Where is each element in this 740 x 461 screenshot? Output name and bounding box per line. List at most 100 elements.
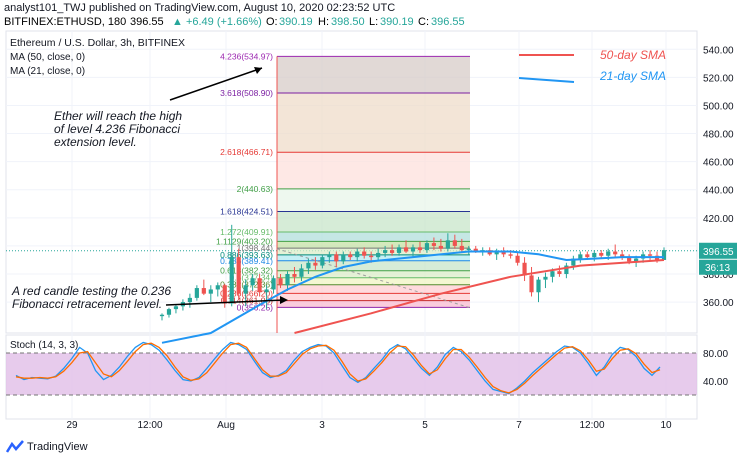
candle [557,265,562,277]
candle-body [620,254,625,258]
footer: TradingView [0,436,740,461]
x-tick-label: Aug [217,420,235,431]
fib-level-label: 0.5(377.34) [230,273,274,283]
current-price-badge-text: 396.55 [703,247,734,258]
candle-body [592,252,597,258]
candle [215,282,220,297]
fib-band [277,152,470,189]
candle-body [585,254,590,258]
fib-level-label: 2(440.63) [237,184,274,194]
candle-body [529,275,534,293]
fib-level-label: 0.786(389.41) [220,256,273,266]
annotation-top-arrowhead [254,67,262,74]
y-tick-label: 500.00 [703,101,734,112]
y-tick-label: 360.00 [703,298,734,309]
candle-body [264,289,269,293]
candle-body [578,254,583,259]
candle [341,251,346,265]
candle-body [334,254,339,262]
publisher-line: analyst101_TWJ published on TradingView.… [4,2,396,14]
candle-body [515,255,520,263]
candle [159,313,165,321]
candle-body [417,247,423,251]
candle [459,238,464,253]
countdown-badge-text: 36:13 [705,263,730,274]
candle-body [236,257,241,294]
candle [334,251,339,267]
candle-body [627,257,632,262]
candle-body [613,251,618,255]
candle [536,276,541,303]
candle-body [369,255,374,258]
close-label: C: [418,16,429,28]
candle-body [201,288,206,294]
candle [515,252,520,266]
candle-body [403,247,409,252]
stoch-axis-label: 40.00 [703,377,728,388]
annotation-bottom-line2: Fibonacci retracement level. [12,297,162,311]
candle-body [306,262,311,269]
candle-body [473,248,478,252]
overlay-annotations: Ethereum / U.S. Dollar, 3h, BITFINEX MA (… [10,37,666,311]
candle-body [606,251,611,256]
candle-body [187,297,192,303]
fib-level-label: 0.382(372.36) [220,280,273,290]
annotation-top-line2: of level 4.236 Fibonacci [54,122,180,136]
fib-band [277,231,470,242]
price-change: ▲ +6.49 (+1.66%) [172,16,262,28]
fib-band [277,211,470,232]
current-price-badge [699,242,737,259]
fib-level-label: 2.618(466.71) [220,147,273,157]
candle [327,251,332,263]
fib-band [277,277,470,285]
stochastic-pane: Stoch (14, 3, 3) [6,340,697,396]
candle-body [536,279,541,293]
candle-body [250,278,255,286]
candle-body [208,289,213,294]
fib-band [277,92,470,153]
candle-body [466,248,471,251]
candle [452,234,457,249]
x-tick-label: 29 [66,420,78,431]
candle [403,240,409,253]
candle-body [222,285,227,304]
stoch-band [6,353,697,395]
stoch-line-d [15,342,661,394]
candle [599,250,604,259]
candle-body [173,306,179,310]
candle-body [508,254,513,256]
candle-body [599,252,604,256]
ma21-legend: MA (21, close, 0) [10,66,85,77]
candle-body [571,258,576,266]
candle [396,244,402,256]
fib-band [277,300,470,308]
fib-trend-line [276,248,471,309]
candle [278,274,283,289]
candle [410,244,416,258]
candle [208,285,213,303]
open-label: O: [266,16,278,28]
open-value: 390.19 [279,16,313,28]
annotation-top-arrow [169,67,263,101]
fib-band [277,293,470,301]
candle-body [550,271,555,277]
annotation-top-line3: extension level. [54,135,137,149]
candle-body [299,268,304,277]
candle [299,264,304,282]
candle-body [522,262,527,276]
fib-level-label: 3.618(508.90) [220,88,273,98]
candle-body [327,254,332,258]
candle [620,250,625,260]
tradingview-brand[interactable]: TradingView [27,441,88,453]
candle [173,304,179,314]
candle [431,237,437,251]
last-price: 396.55 [130,16,164,28]
x-tick-label: 3 [319,420,325,431]
countdown-badge [699,259,737,275]
fib-band [277,270,470,278]
candle [201,279,206,296]
high-label: H: [318,16,329,28]
candle-body [501,251,506,255]
candle-body [257,278,262,293]
